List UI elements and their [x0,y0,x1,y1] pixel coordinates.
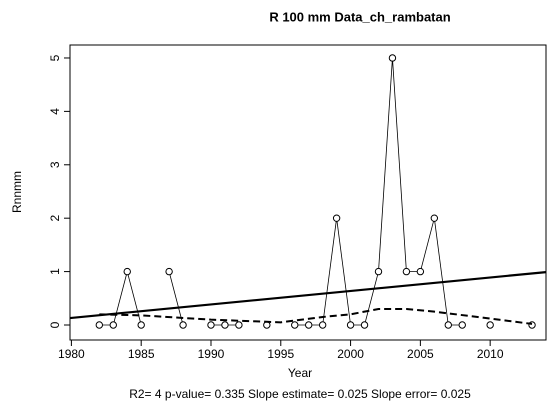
data-point [486,321,494,329]
data-point [318,321,327,329]
y-tick-label: 4 [48,108,62,115]
data-point [374,267,383,276]
x-tick-label: 2000 [337,347,364,361]
data-point [458,321,466,329]
smooth-line [99,307,533,325]
x-tick-label: 1990 [198,347,225,361]
x-tick-label: 1995 [267,347,294,361]
data-point [123,267,131,276]
data-point [95,321,104,329]
data-point [179,321,187,329]
data-point [332,214,341,222]
data-point [402,267,411,276]
data-point [444,321,452,329]
data-point [109,321,117,329]
y-tick-label: 0 [48,321,62,328]
y-axis-label: Rnnmm [10,171,24,213]
data-point [221,321,229,329]
x-tick-label: 1980 [58,347,85,361]
plot-box [69,44,547,341]
data-point [235,321,243,329]
y-tick-label: 5 [48,54,62,61]
data-point [360,321,369,329]
data-point [346,321,355,329]
chart-title: R 100 mm Data_ch_rambatan [269,9,450,24]
y-tick-label: 1 [48,268,62,275]
trend-line [69,271,547,320]
x-tick-label: 2010 [477,347,504,361]
y-tick-label: 2 [48,215,62,222]
x-tick-label: 2005 [407,347,434,361]
data-point [165,267,173,276]
data-point [430,214,439,222]
data-line [99,58,532,325]
subtitle: R2= 4 p-value= 0.335 Slope estimate= 0.0… [129,387,471,401]
x-tick-label: 1985 [128,347,155,361]
x-axis-label: Year [288,366,312,380]
y-tick-label: 3 [48,161,62,168]
data-point [416,267,425,276]
data-point [207,321,215,329]
data-point [304,321,313,329]
data-point [137,321,145,329]
data-point [291,321,299,329]
data-point [388,54,397,62]
